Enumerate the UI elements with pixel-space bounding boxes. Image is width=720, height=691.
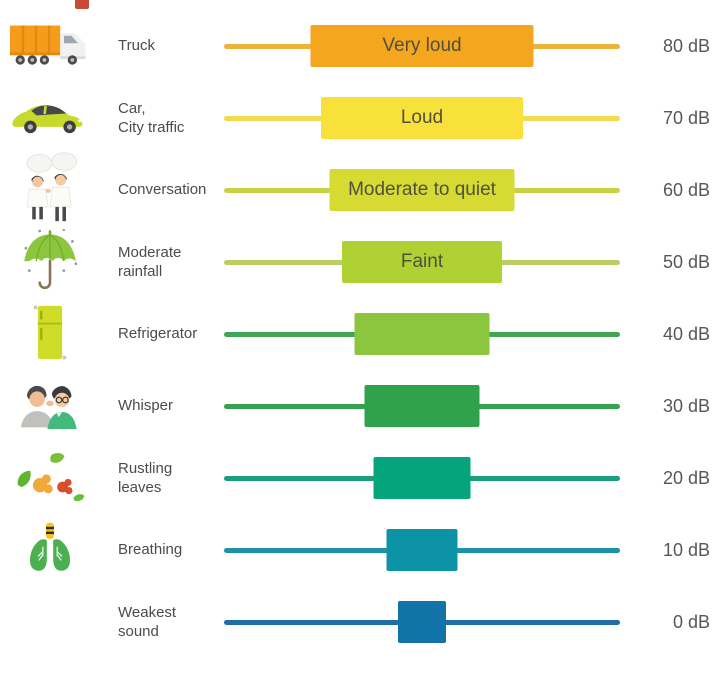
- sound-source-label: Rustling leaves: [118, 459, 173, 497]
- sound-source-label: Refrigerator: [118, 325, 198, 343]
- sound-source-label: Weakest sound: [118, 603, 177, 641]
- db-value-label: 20 dB: [662, 467, 710, 488]
- sound-source-label: Whisper: [118, 397, 174, 415]
- level-track: [224, 592, 620, 652]
- truck-icon: [0, 19, 100, 73]
- conversation-icon: [0, 150, 100, 230]
- sound-level-row: Weakest sound 0 dB: [0, 586, 720, 658]
- leaves-icon: [0, 451, 100, 505]
- db-value-label: 0 dB: [672, 611, 710, 632]
- level-bar: [364, 385, 480, 427]
- level-track: Moderate to quiet: [224, 160, 620, 220]
- db-value-label: 40 dB: [662, 323, 710, 344]
- level-track: [224, 376, 620, 436]
- sound-level-row: Refrigerator 40 dB: [0, 298, 720, 370]
- level-bar: [398, 601, 446, 643]
- db-value-label: 60 dB: [662, 179, 710, 200]
- sound-source-label: Truck: [118, 37, 155, 55]
- sound-level-row: Moderate rainfall Faint 50 dB: [0, 226, 720, 298]
- level-track: Faint: [224, 232, 620, 292]
- level-bar: Moderate to quiet: [329, 169, 515, 211]
- level-bar: Faint: [342, 241, 502, 283]
- car-icon: [0, 97, 100, 139]
- sound-level-row: Breathing 10 dB: [0, 514, 720, 586]
- level-track: Very loud: [224, 16, 620, 76]
- sound-source-label: Conversation: [118, 181, 207, 199]
- sound-source-label: Breathing: [118, 541, 183, 559]
- db-value-label: 30 dB: [662, 395, 710, 416]
- refrigerator-icon: [0, 298, 100, 370]
- level-track: Loud: [224, 88, 620, 148]
- db-value-label: 70 dB: [662, 107, 710, 128]
- level-bar: Very loud: [310, 25, 534, 67]
- level-bar: [373, 457, 471, 499]
- level-track: [224, 448, 620, 508]
- cropped-title-remnant: [75, 0, 89, 9]
- db-value-label: 10 dB: [662, 539, 710, 560]
- sound-level-row: Conversation Moderate to quiet 60 dB: [0, 152, 720, 226]
- sound-source-label: Moderate rainfall: [118, 243, 182, 281]
- sound-level-row: Car, City traffic Loud 70 dB: [0, 82, 720, 154]
- umbrella-icon: [0, 229, 100, 295]
- decibel-scale-chart: Truck Very loud 80 dB Car, City traffic …: [0, 10, 720, 658]
- level-track: [224, 304, 620, 364]
- db-value-label: 80 dB: [662, 35, 710, 56]
- sound-level-row: Whisper 30 dB: [0, 370, 720, 442]
- sound-level-row: Rustling leaves 20 dB: [0, 442, 720, 514]
- level-track: [224, 520, 620, 580]
- level-bar: Loud: [321, 97, 523, 139]
- level-bar: [386, 529, 458, 571]
- sound-source-label: Car, City traffic: [118, 99, 185, 137]
- db-value-label: 50 dB: [662, 251, 710, 272]
- whisper-icon: [0, 376, 100, 436]
- sound-level-row: Truck Very loud 80 dB: [0, 10, 720, 82]
- level-bar: [354, 313, 490, 355]
- lungs-icon: [0, 521, 100, 579]
